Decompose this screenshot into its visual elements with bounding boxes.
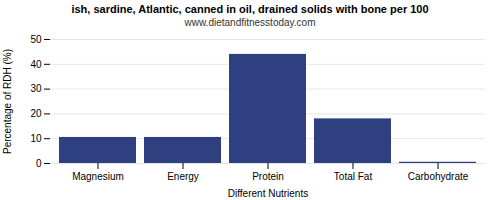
svg-text:30: 30 bbox=[30, 83, 42, 94]
html-text:ish, sardine, Atlantic, canned: ish, sardine, Atlantic, canned in oil, d… bbox=[71, 3, 429, 15]
svg-text:Total Fat: Total Fat bbox=[334, 171, 373, 182]
svg-text:Energy: Energy bbox=[167, 171, 199, 182]
svg-text:Percentage of RDH (%): Percentage of RDH (%) bbox=[2, 49, 13, 154]
svg-text:10: 10 bbox=[30, 133, 42, 144]
svg-text:20: 20 bbox=[30, 108, 42, 119]
svg-text:40: 40 bbox=[30, 59, 42, 70]
svg-text:0: 0 bbox=[36, 158, 42, 169]
svg-text:50: 50 bbox=[30, 34, 42, 45]
svg-text:Protein: Protein bbox=[252, 171, 284, 182]
html-text:www.dietandfitnesstoday.com: www.dietandfitnesstoday.com bbox=[184, 17, 316, 28]
svg-text:Different Nutrients: Different Nutrients bbox=[228, 188, 308, 199]
svg-text:Magnesium: Magnesium bbox=[72, 171, 124, 182]
svg-text:Carbohydrate: Carbohydrate bbox=[408, 171, 469, 182]
